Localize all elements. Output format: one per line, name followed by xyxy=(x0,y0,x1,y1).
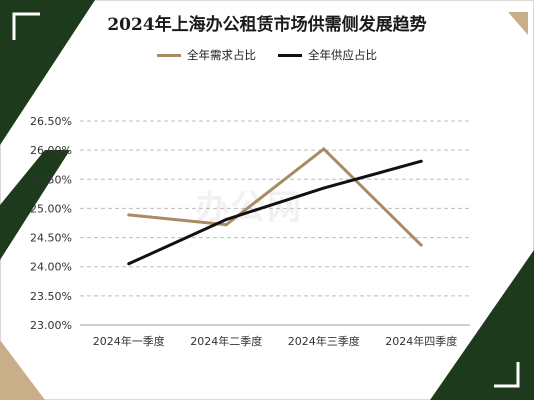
x-tick-label: 2024年四季度 xyxy=(385,334,457,348)
legend-item-demand: 全年需求占比 xyxy=(157,47,256,63)
supply-series-point xyxy=(322,186,326,190)
demand-series-point xyxy=(419,243,423,247)
legend-label-supply: 全年供应占比 xyxy=(308,48,377,62)
y-tick-label: 24.50% xyxy=(30,232,72,245)
supply-series-point xyxy=(224,218,228,222)
top-left-green-wedge xyxy=(0,150,70,260)
y-tick-label: 25.50% xyxy=(30,173,72,186)
legend-item-supply: 全年供应占比 xyxy=(278,47,377,63)
supply-series-point xyxy=(127,262,131,266)
y-tick-label: 26.50% xyxy=(30,115,72,128)
y-tick-label: 24.00% xyxy=(30,261,72,274)
y-tick-label: 23.00% xyxy=(30,319,72,332)
legend-swatch-demand xyxy=(157,53,181,57)
demand-series-point xyxy=(224,223,228,227)
x-tick-label: 2024年三季度 xyxy=(288,334,360,348)
bottom-right-corner-bracket xyxy=(494,362,520,388)
x-tick-label: 2024年一季度 xyxy=(93,334,165,348)
top-left-corner-bracket xyxy=(12,12,40,40)
y-tick-label: 25.00% xyxy=(30,202,72,215)
supply-series-point xyxy=(419,159,423,163)
legend-swatch-supply xyxy=(278,53,302,57)
legend: 全年需求占比 全年供应占比 xyxy=(0,47,534,63)
demand-series-point xyxy=(322,147,326,151)
supply-series-line xyxy=(128,159,422,266)
x-tick-label: 2024年二季度 xyxy=(190,334,262,348)
top-right-tan-triangle xyxy=(508,12,528,35)
bottom-left-tan-triangle xyxy=(0,340,45,400)
top-left-green-band xyxy=(0,0,95,145)
chart-title: 2024年上海办公租赁市场供需侧发展趋势 xyxy=(107,15,427,35)
demand-series-point xyxy=(127,213,131,217)
y-tick-label: 26.00% xyxy=(30,144,72,157)
bottom-right-green-band xyxy=(430,250,534,400)
y-tick-label: 23.50% xyxy=(30,290,72,303)
legend-label-demand: 全年需求占比 xyxy=(187,48,256,62)
demand-series-line xyxy=(128,146,423,247)
